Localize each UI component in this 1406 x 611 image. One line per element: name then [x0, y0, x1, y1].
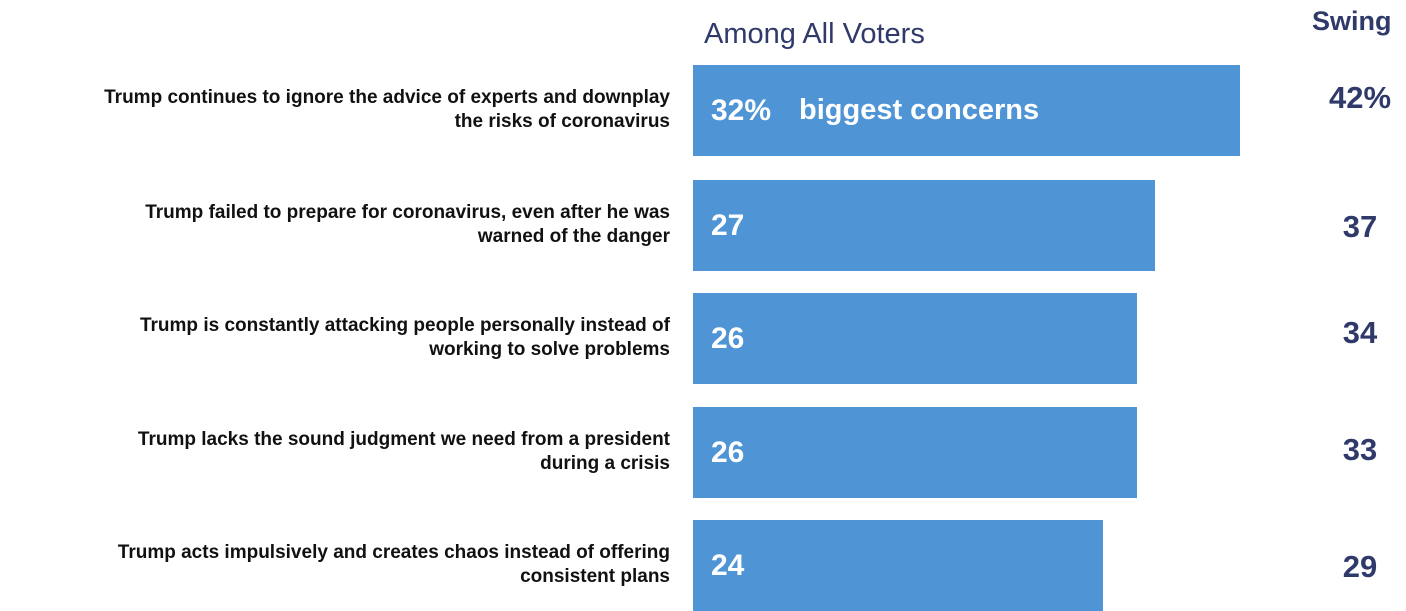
header-among-all-voters: Among All Voters	[704, 18, 925, 50]
header-swing: Swing	[1312, 6, 1392, 36]
bar-value-label: 24	[711, 549, 745, 582]
bar-all-voters: 26	[693, 293, 1137, 384]
bar-all-voters: 32% biggest concerns	[693, 65, 1240, 156]
swing-value-label: 37	[1342, 209, 1378, 244]
row-label-line: consistent plans	[520, 566, 670, 587]
row-label: Trump failed to prepare for coronavirus,…	[0, 201, 670, 249]
bar-all-voters: 24	[693, 520, 1103, 611]
swing-value-label: 33	[1342, 432, 1378, 467]
bar-value-label: 26	[711, 436, 745, 469]
row-label-line: Trump lacks the sound judgment we need f…	[137, 429, 670, 450]
row-label: Trump acts impulsively and creates chaos…	[0, 541, 670, 589]
swing-value-label: 42%	[1328, 80, 1392, 115]
row-label: Trump lacks the sound judgment we need f…	[0, 428, 670, 476]
row-label: Trump is constantly attacking people per…	[0, 314, 670, 362]
swing-value-label: 34	[1342, 315, 1378, 350]
bar-all-voters: 26	[693, 407, 1137, 498]
row-label: Trump continues to ignore the advice of …	[0, 86, 670, 134]
row-label-line: Trump acts impulsively and creates chaos…	[117, 542, 670, 563]
bar-value-label: 27	[711, 209, 745, 242]
bar-value-label: 26	[711, 322, 745, 355]
row-label-line: working to solve problems	[429, 339, 670, 360]
row-label-line: the risks of coronavirus	[454, 111, 670, 132]
row-label-line: Trump continues to ignore the advice of …	[104, 87, 670, 108]
bar-annotation: biggest concerns	[799, 94, 1040, 126]
swing-value-label: 29	[1342, 549, 1378, 584]
row-label-line: Trump is constantly attacking people per…	[139, 315, 670, 336]
row-label-line: warned of the danger	[477, 226, 670, 247]
bar-all-voters: 27	[693, 180, 1155, 271]
row-label-line: during a crisis	[540, 453, 670, 474]
bar-value-label: 32%	[711, 94, 772, 127]
row-label-line: Trump failed to prepare for coronavirus,…	[145, 202, 670, 223]
